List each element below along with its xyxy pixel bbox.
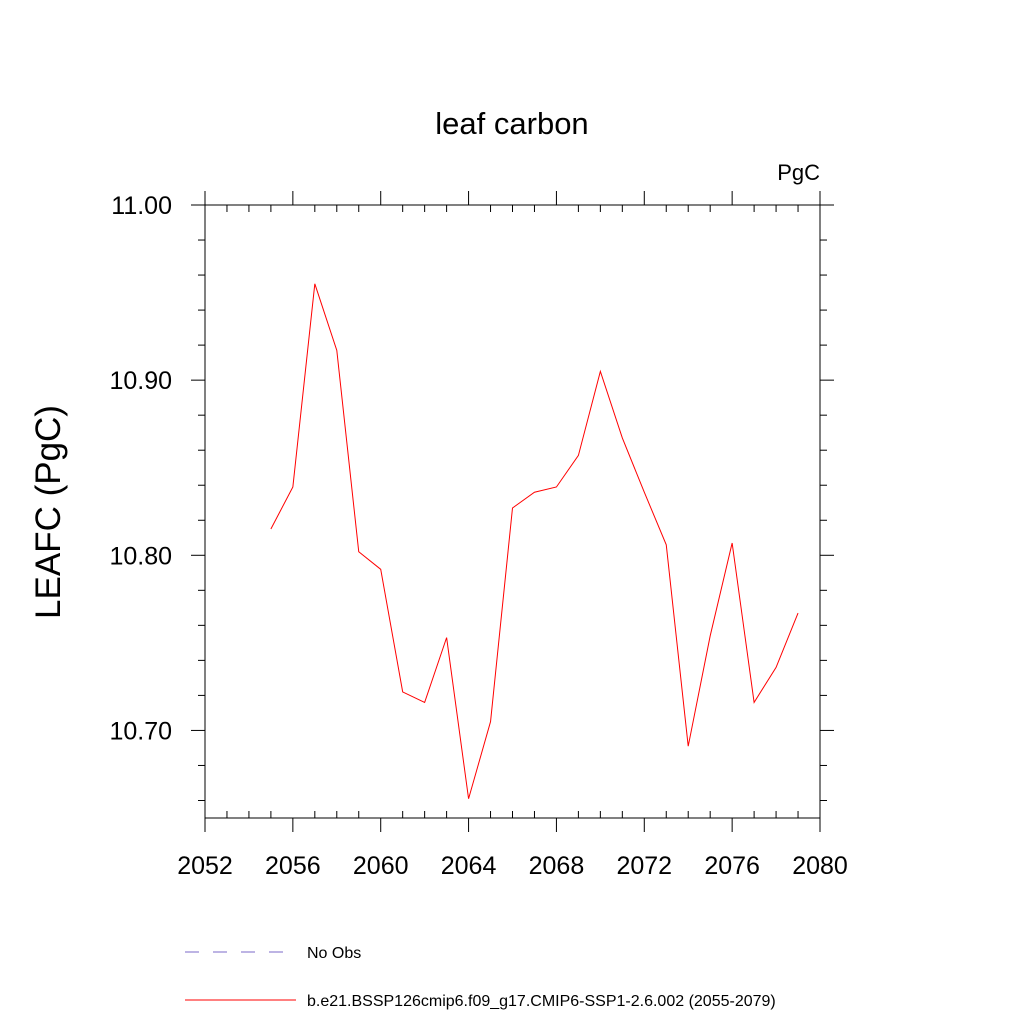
y-tick-label: 10.70 (109, 717, 172, 745)
legend-label: b.e21.BSSP126cmip6.f09_g17.CMIP6-SSP1-2.… (307, 993, 776, 1010)
x-tick-label: 2076 (704, 852, 760, 880)
y-tick-label: 10.80 (109, 542, 172, 570)
x-tick-labels: 2052 2056 2060 2064 2068 2072 2076 2080 (177, 852, 848, 880)
series-group (270, 283, 799, 799)
y-tick-labels: 10.70 10.80 10.90 11.00 (109, 192, 172, 745)
legend: No Obs b.e21.BSSP126cmip6.f09_g17.CMIP6-S… (185, 945, 776, 1010)
x-tick-label: 2064 (441, 852, 497, 880)
y-tick-label: 10.90 (109, 367, 172, 395)
minor-ticks (198, 205, 827, 818)
x-tick-label: 2060 (353, 852, 409, 880)
x-tick-label: 2056 (265, 852, 321, 880)
units-label: PgC (777, 160, 820, 185)
series-line (270, 283, 799, 799)
major-ticks (191, 191, 834, 832)
y-axis-label: LEAFC (PgC) (29, 405, 68, 619)
y-tick-label: 11.00 (111, 192, 172, 220)
x-tick-label: 2068 (529, 852, 585, 880)
x-tick-label: 2052 (177, 852, 233, 880)
x-tick-label: 2080 (792, 852, 848, 880)
x-tick-label: 2072 (616, 852, 672, 880)
chart-title: leaf carbon (435, 106, 588, 141)
legend-label: No Obs (307, 945, 361, 962)
plot-frame (204, 204, 821, 819)
